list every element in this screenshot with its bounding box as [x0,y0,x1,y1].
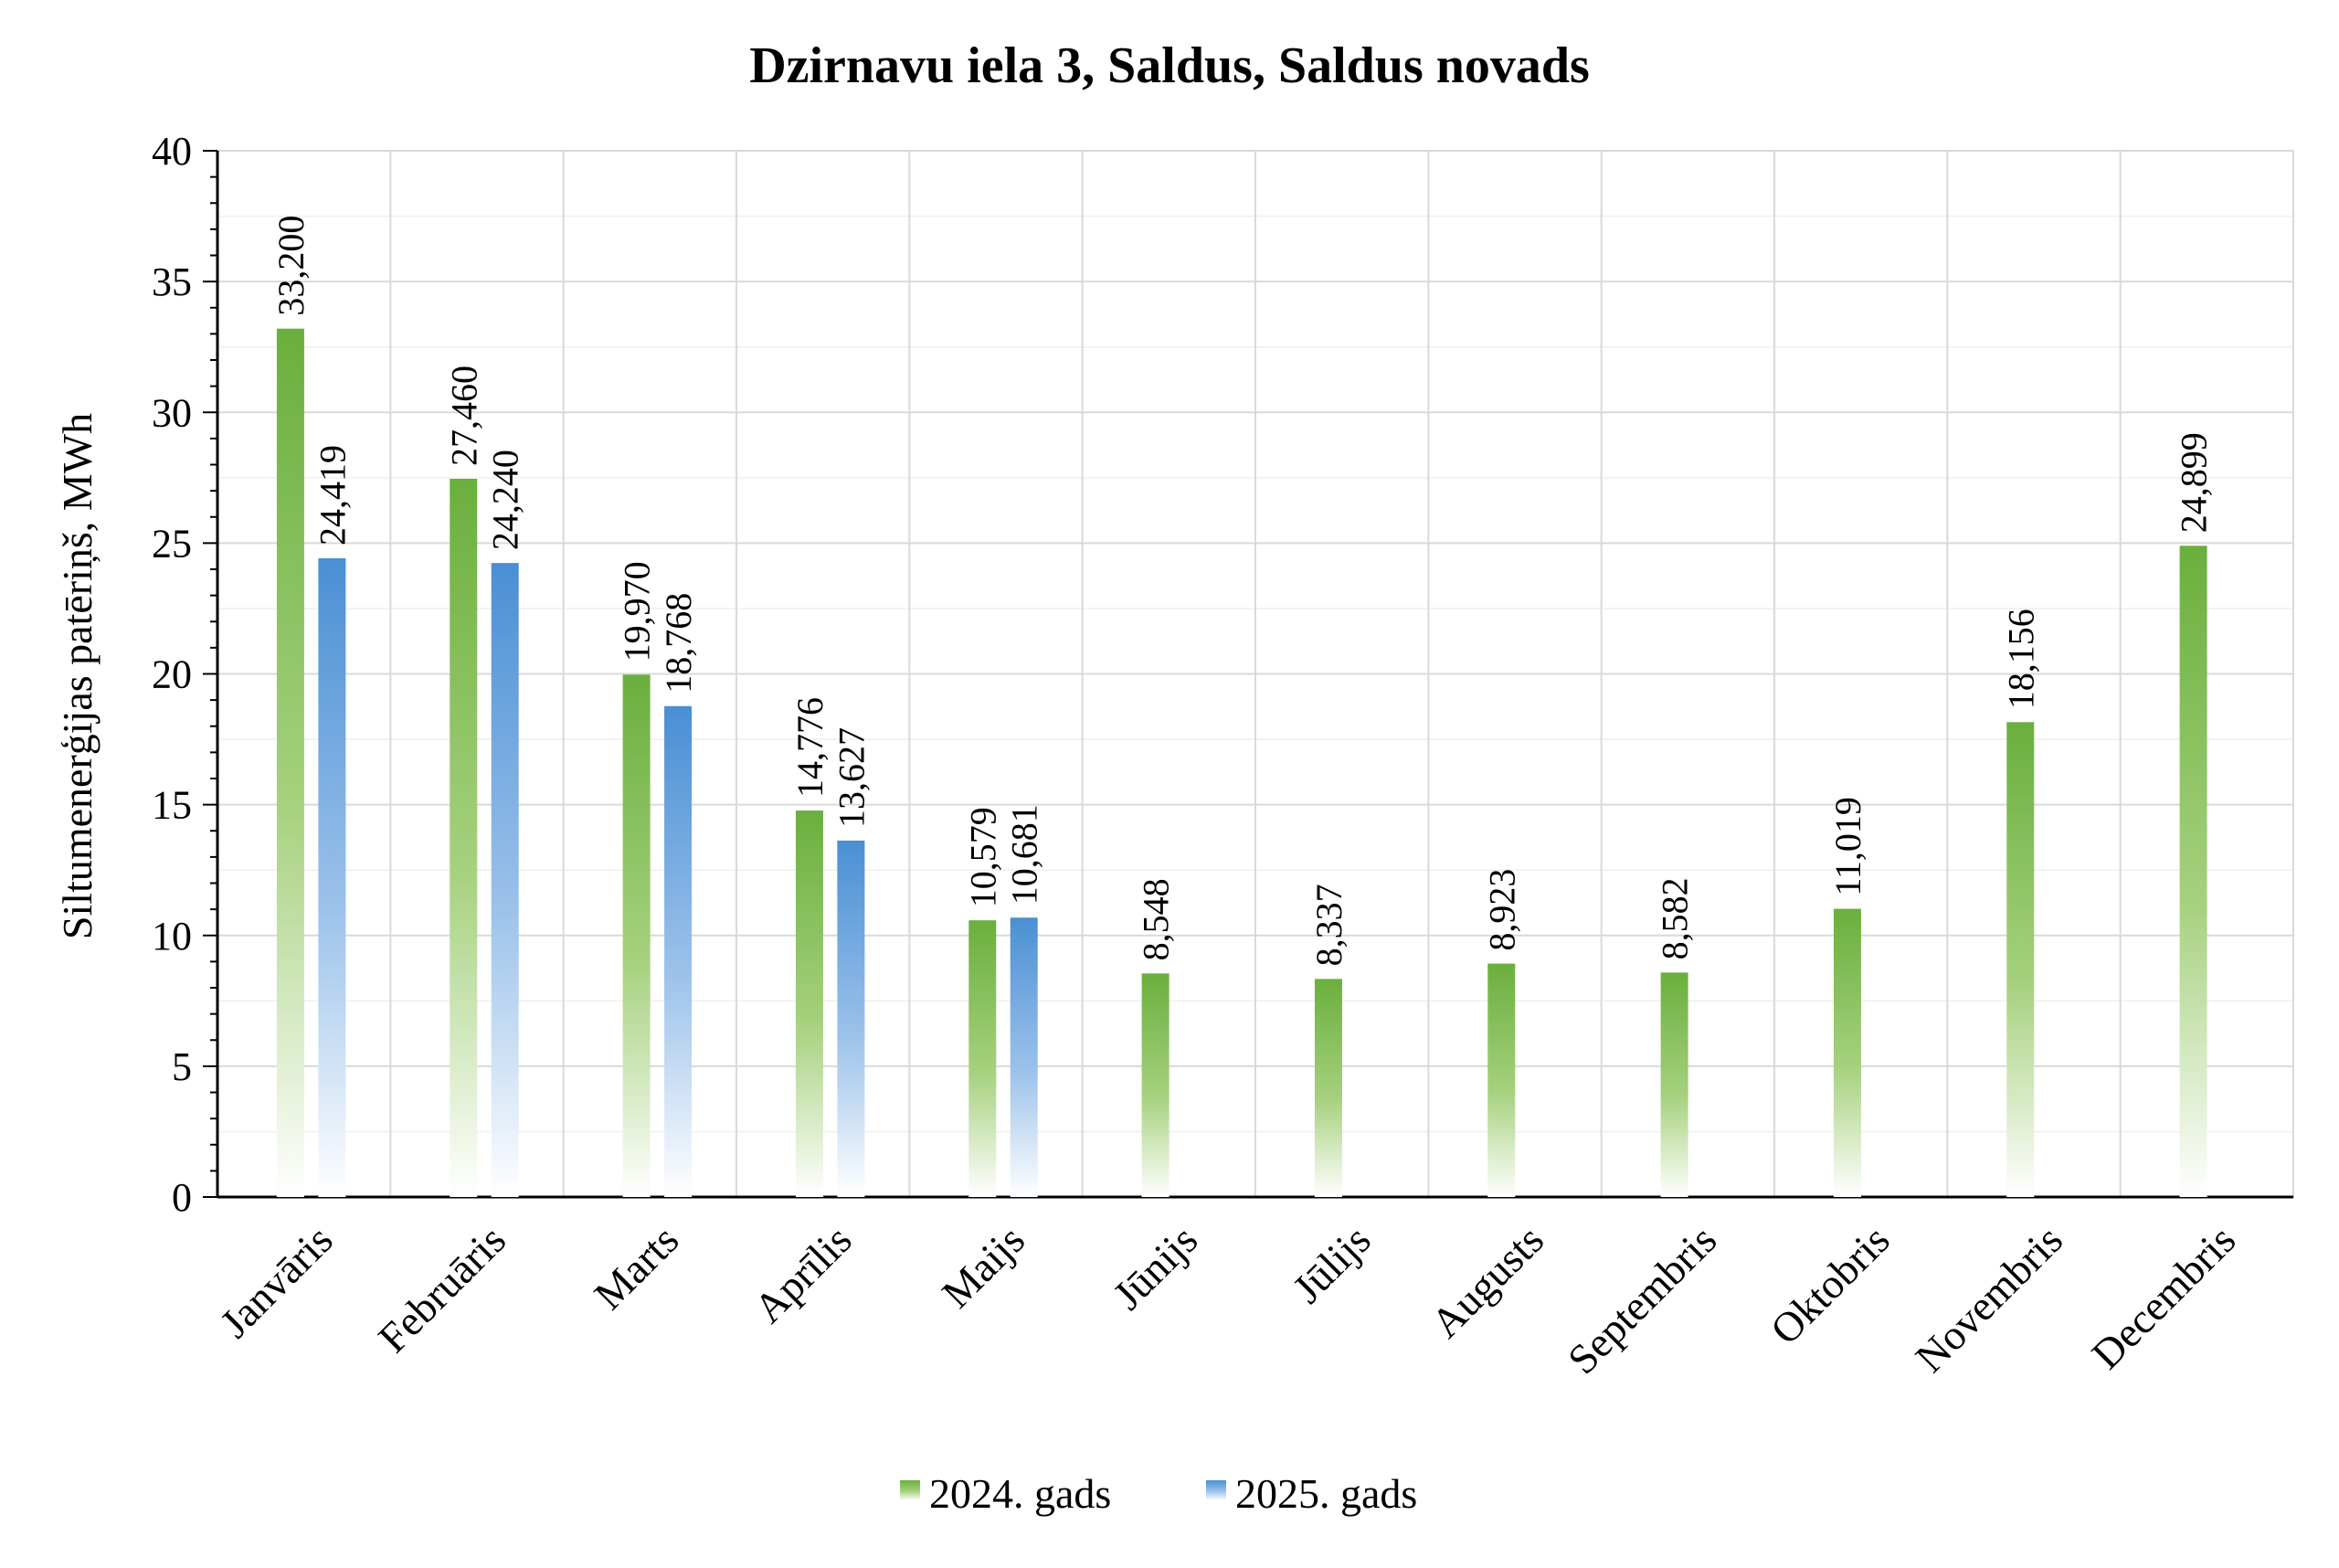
y-tick-label: 15 [152,783,192,828]
data-label: 10,579 [962,807,1003,907]
x-tick-label: Oktobris [1762,1216,1899,1353]
x-tick-label: Novembris [1906,1216,2071,1382]
y-tick-label: 5 [172,1044,192,1089]
data-label: 27,460 [443,366,484,466]
series-2025-bar [1010,917,1038,1197]
series-2024-bar [1487,963,1516,1197]
series-2025-bar [318,558,346,1197]
series-2025-bar [837,840,865,1197]
series-2024-bar [622,674,651,1197]
data-label: 11,019 [1827,797,1868,896]
data-label: 18,768 [658,593,699,694]
data-label: 8,548 [1136,878,1177,960]
legend-swatch-2025 [1206,1480,1226,1500]
x-tick-label: Septembris [1559,1216,1725,1383]
data-label: 24,240 [485,450,526,550]
x-tick-label: Jūnijs [1104,1216,1206,1319]
data-label: 24,899 [2174,432,2215,533]
y-tick-label: 20 [152,652,192,697]
series-2024-bar [2006,722,2035,1197]
chart-title: Dzirnavu iela 3, Saldus, Saldus novads [749,37,1590,94]
series-2024-bar [1833,908,1861,1197]
data-label: 13,627 [831,727,872,828]
data-label: 8,337 [1308,884,1349,966]
plot-area: 0 5 10 15 20 25 30 35 40 33,200 24,419 Janvāris 27,4… [152,129,2294,1383]
y-tick-label: 0 [172,1175,192,1220]
y-tick-label: 10 [152,914,192,959]
series-2024-bar [1660,972,1688,1197]
series-2024-bar [968,920,997,1197]
x-tick-label: Decembris [2082,1216,2244,1378]
data-label: 24,419 [312,445,353,546]
y-tick-label: 25 [152,521,192,566]
series-2024-bar [1141,973,1170,1197]
series-2025-bar [664,705,693,1197]
series-2025-bar [491,563,519,1197]
series-2024-bar [1314,979,1342,1197]
data-label: 14,776 [789,697,831,798]
data-label: 10,681 [1004,804,1045,905]
legend-label-2025: 2025. gads [1235,1470,1417,1517]
series-2024-bar [2179,546,2207,1197]
x-tick-label: Februāris [369,1216,514,1361]
x-tick-label: Aprīlis [745,1216,860,1331]
x-tick-label: Jūlijs [1284,1216,1380,1312]
series-2024-bar [795,810,823,1197]
data-label: 19,970 [617,561,658,662]
legend: 2024. gads 2025. gads [900,1470,1417,1517]
y-tick-label: 35 [152,260,192,304]
data-label: 33,200 [270,216,312,316]
data-label: 18,156 [2000,609,2041,709]
x-tick-label: Marts [585,1216,687,1319]
y-tick-label: 30 [152,390,192,435]
data-label: 8,582 [1655,877,1696,959]
y-tick-label: 40 [152,129,192,174]
data-label: 8,923 [1481,869,1522,951]
series-2024-bar [276,328,304,1197]
series-2024-bar [450,478,478,1197]
legend-swatch-2024 [900,1480,920,1500]
x-tick-label: Janvāris [211,1216,342,1347]
y-axis-label: Siltumenerģijas patēriņš, MWh [54,413,101,939]
legend-label-2024: 2024. gads [929,1470,1111,1517]
x-tick-label: Maijs [933,1216,1033,1317]
x-tick-label: Augusts [1422,1216,1552,1347]
